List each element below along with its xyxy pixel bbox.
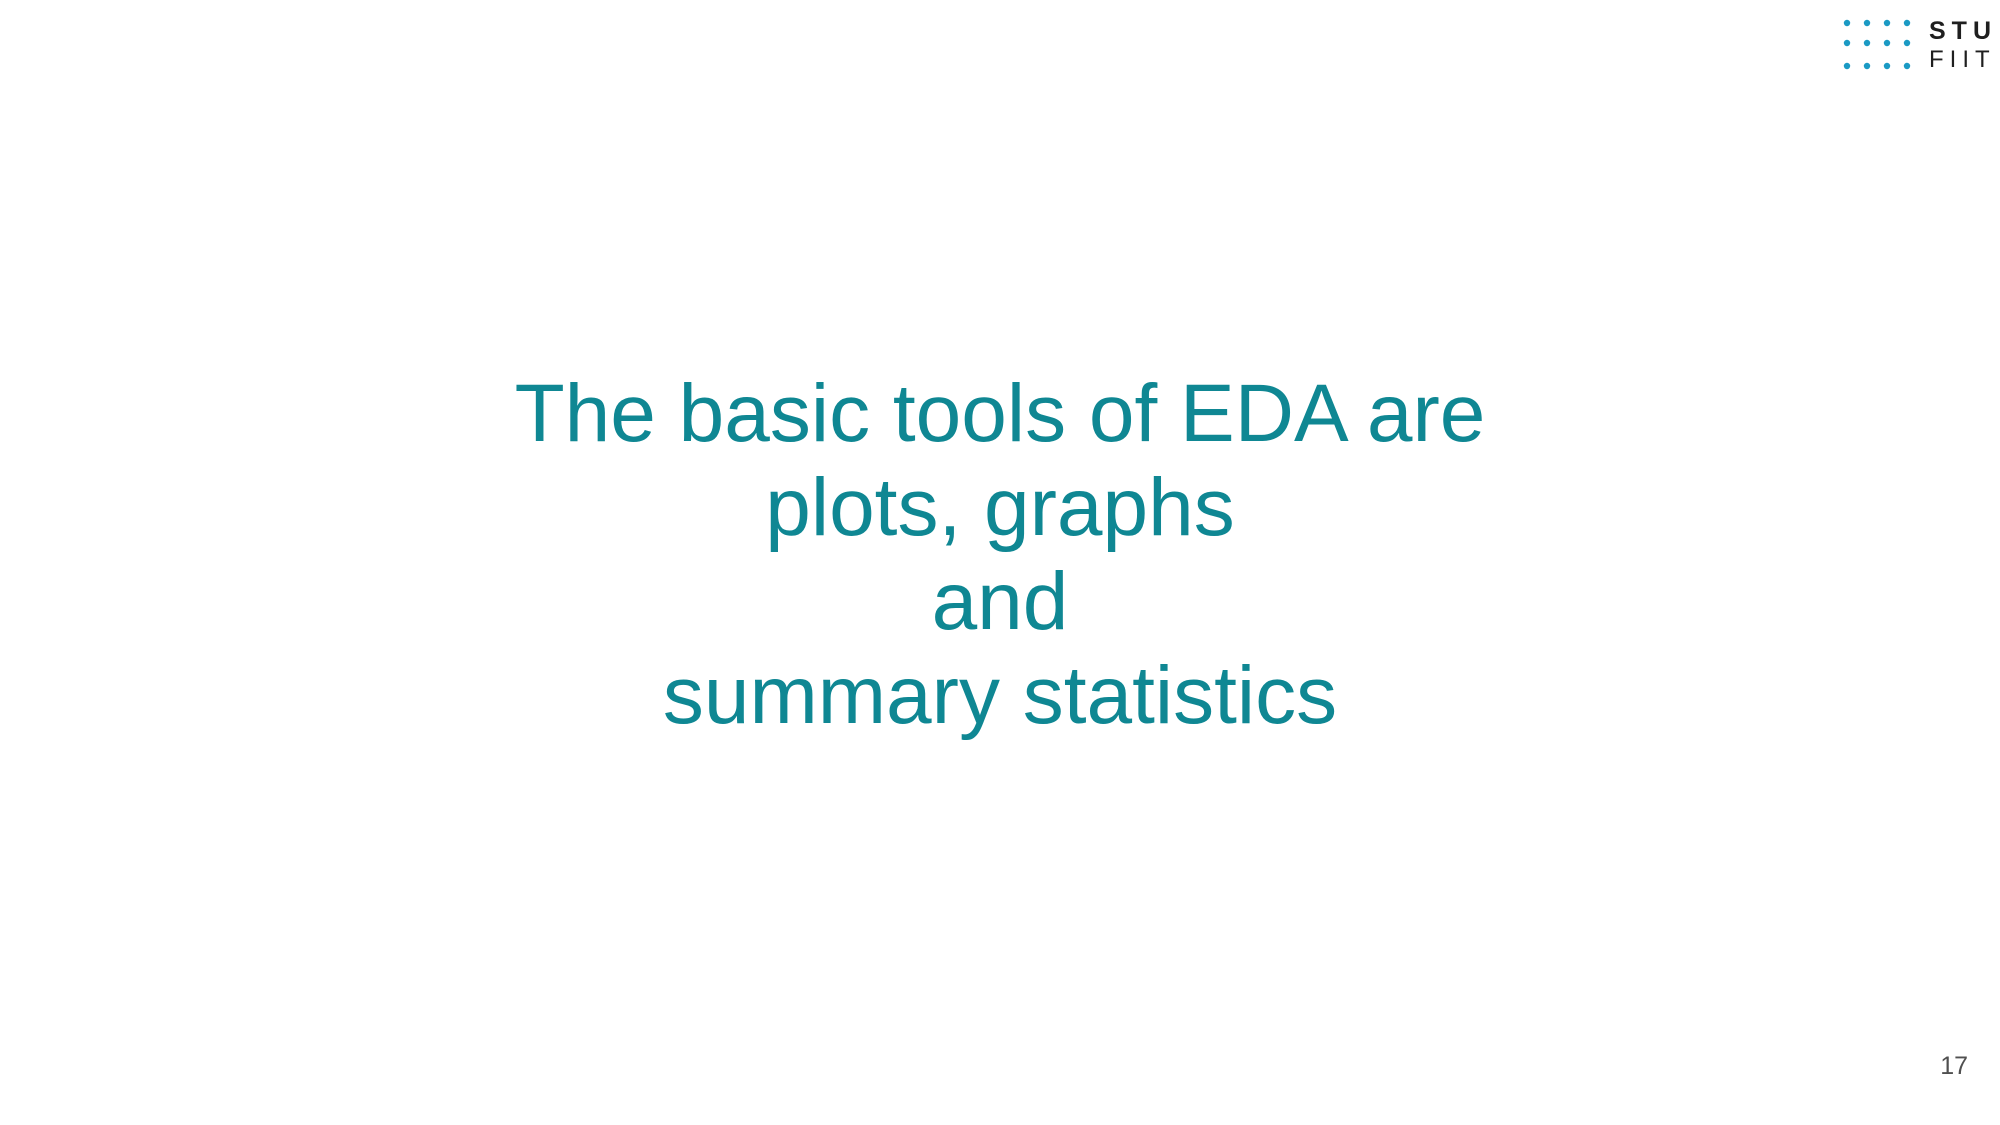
title-line-1: The basic tools of EDA are (514, 368, 1486, 459)
title-line-4: summary statistics (662, 650, 1338, 741)
page-number: 17 (1940, 1052, 1968, 1080)
logo-line-stu: STU (1929, 17, 1997, 45)
title-line-3: and (931, 556, 1069, 647)
logo-line-fiit: FIIT (1929, 46, 1996, 73)
stu-fiit-logo: STU FIIT (1843, 17, 2000, 74)
slide-main-text: The basic tools of EDA are plots, graphs… (0, 367, 2000, 743)
title-line-2: plots, graphs (765, 462, 1235, 553)
logo-dots-icon (1843, 19, 1911, 70)
